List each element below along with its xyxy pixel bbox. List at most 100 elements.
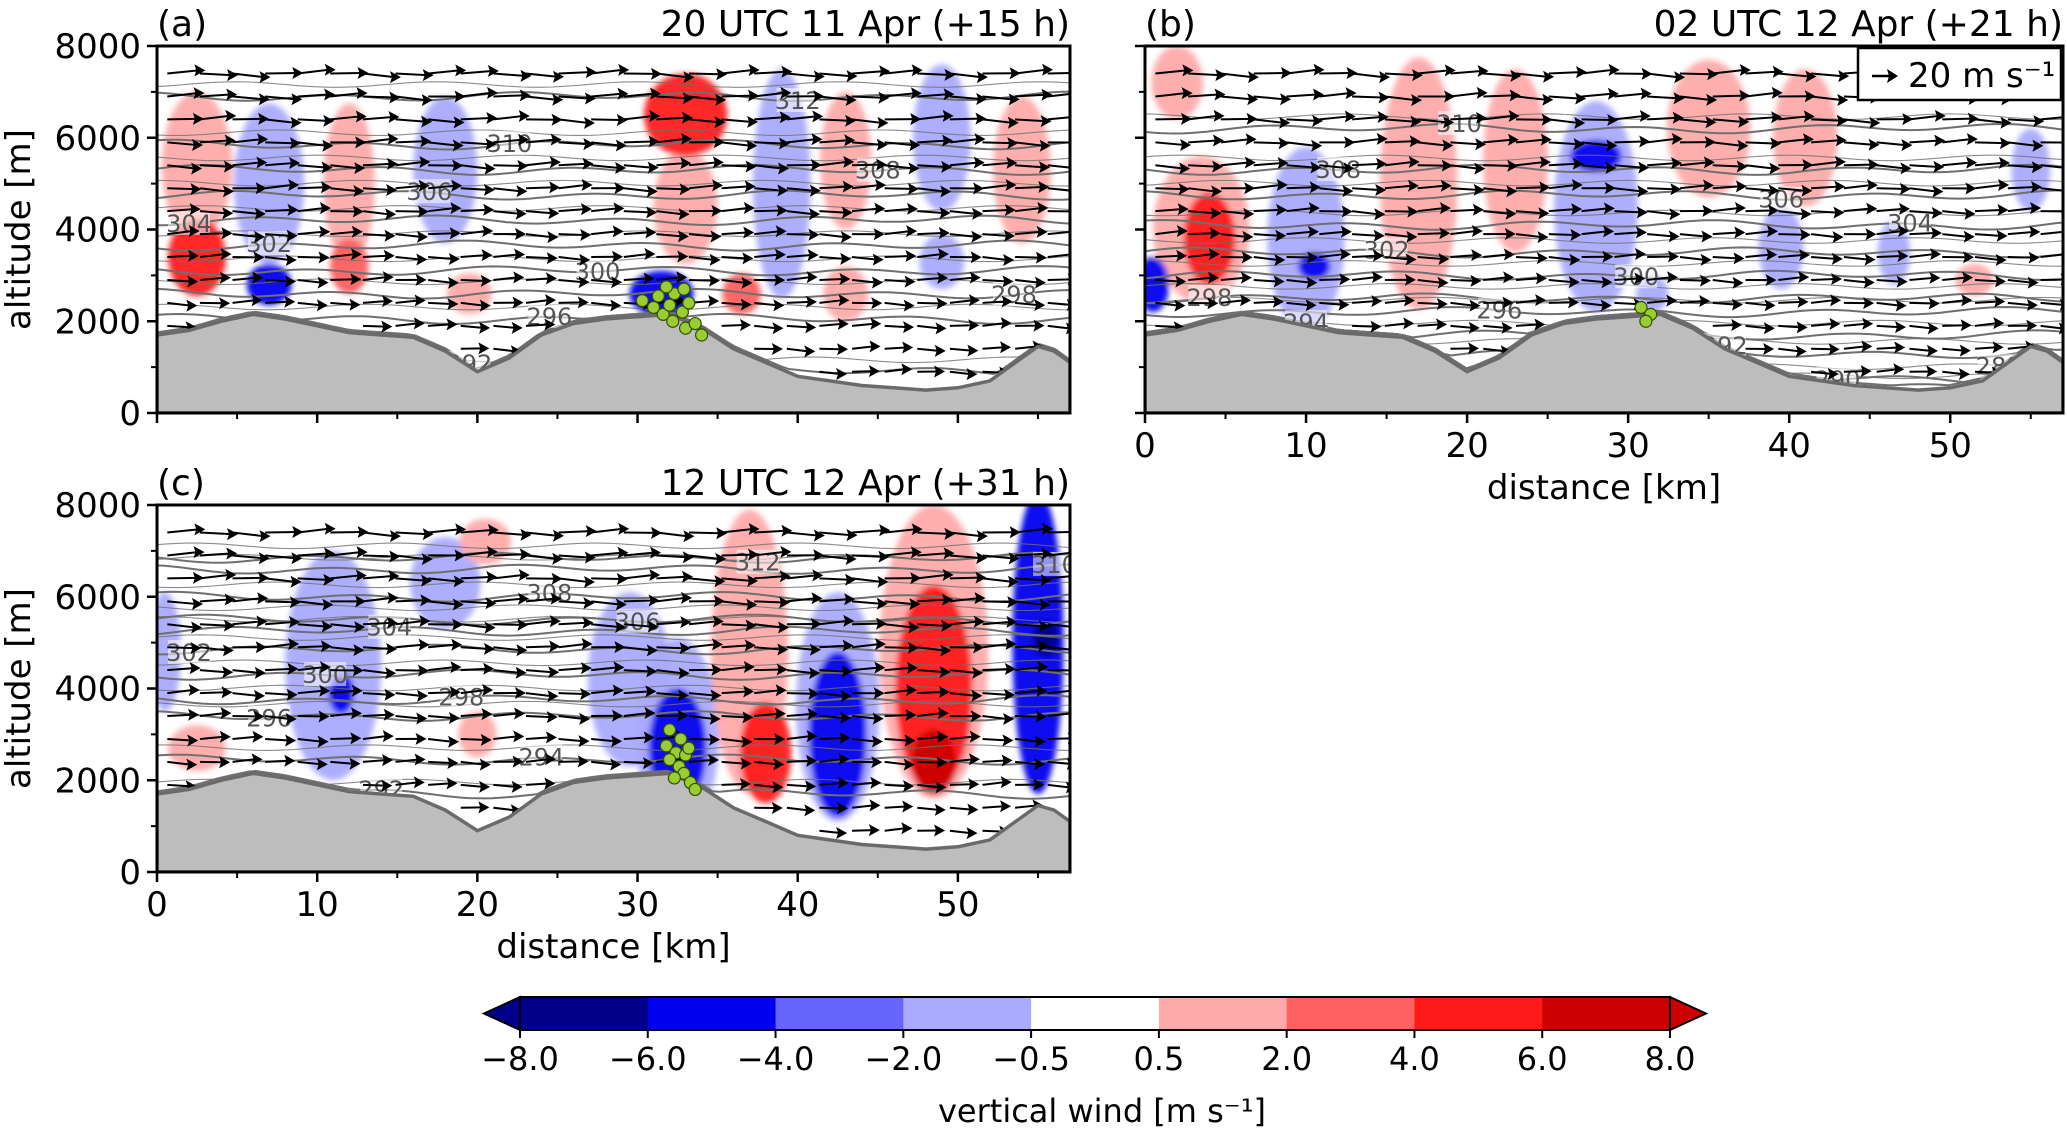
wind-arrow-head xyxy=(1931,207,1943,220)
wind-arrow-head xyxy=(352,664,364,677)
wind-arrow-head xyxy=(1208,271,1220,284)
wind-arrow-head xyxy=(1210,207,1222,220)
wind-arrow-head xyxy=(484,621,496,634)
wind-arrow-head xyxy=(1373,229,1385,242)
wind-arrow-shaft xyxy=(2007,278,2032,284)
wind-arrow-head xyxy=(771,802,783,815)
wind-arrow-head xyxy=(1477,65,1489,78)
wind-arrow-head xyxy=(352,205,364,218)
wind-arrow-shaft xyxy=(819,715,845,719)
legend-arrow-head xyxy=(1887,69,1898,83)
wind-arrow-shaft xyxy=(362,669,390,675)
wind-arrow-head xyxy=(1007,596,1019,609)
wind-arrow-head xyxy=(486,86,498,99)
wind-arrow-shaft xyxy=(1581,164,1610,170)
wind-arrow-head xyxy=(937,248,949,261)
wind-arrow-head xyxy=(681,132,693,145)
wind-arrow-shaft xyxy=(1319,301,1343,306)
wind-arrow-shaft xyxy=(362,621,391,626)
wind-arrow-shaft xyxy=(917,164,946,168)
vertical-wind-field xyxy=(1145,46,2051,331)
wind-arrow-head xyxy=(1207,297,1219,310)
wind-arrow-head xyxy=(714,116,726,129)
wind-arrow-shaft xyxy=(754,600,784,604)
wind-arrow-shaft xyxy=(428,577,458,583)
wind-arrow-head xyxy=(481,708,493,721)
wind-arrow-head xyxy=(583,138,595,151)
wind-arrow-head xyxy=(648,594,660,607)
isentrope-label-bg xyxy=(520,744,563,769)
wind-arrow-head xyxy=(1442,139,1454,152)
wind-arrow-head xyxy=(1927,322,1939,335)
wind-arrow-head xyxy=(1829,317,1841,330)
wind-arrow-shaft xyxy=(395,715,421,720)
wind-arrow-head xyxy=(1739,63,1751,76)
colorbar-tick-label: 8.0 xyxy=(1645,1040,1696,1078)
wind-arrow-head xyxy=(610,758,622,771)
wind-arrow-shaft xyxy=(884,92,915,98)
wind-arrow-shaft xyxy=(1778,187,1806,192)
wind-arrow-head xyxy=(483,642,495,655)
wind-arrow-shaft xyxy=(851,207,879,213)
wind-arrow-head xyxy=(1277,157,1289,170)
wind-arrow-head xyxy=(355,110,367,123)
wind-arrow-head xyxy=(1507,133,1519,146)
wind-arrow-shaft xyxy=(1778,72,1810,78)
wind-arrow-shaft xyxy=(297,645,325,649)
wind-arrow-shaft xyxy=(1352,300,1376,304)
wind-arrow-shaft xyxy=(1548,162,1577,167)
wind-arrow-shaft xyxy=(1614,231,1641,236)
wind-arrow-head xyxy=(289,137,301,150)
wind-arrow-head xyxy=(1177,203,1189,216)
wind-arrow-shaft xyxy=(199,276,224,281)
wind-arrow-head xyxy=(448,712,460,725)
wind-arrow-head xyxy=(480,733,492,746)
wind-arrow-shaft xyxy=(917,573,947,580)
wind-arrow-shaft xyxy=(232,692,259,697)
wind-arrow-shaft xyxy=(265,208,292,213)
wind-arrow-shaft xyxy=(1515,277,1541,281)
wind-arrow-head xyxy=(876,158,888,171)
wind-arrow-head xyxy=(1603,202,1615,215)
wind-arrow-shaft xyxy=(167,600,197,605)
wind-arrow-shaft xyxy=(786,692,813,695)
wind-arrow-head xyxy=(1866,202,1878,215)
wind-arrow-head xyxy=(910,87,922,100)
wind-arrow-shaft xyxy=(1014,600,1044,606)
wind-arrow-head xyxy=(618,522,630,535)
wind-arrow-head xyxy=(322,598,334,611)
colorbar-extend-min xyxy=(481,995,521,1032)
isentrope-label: 306 xyxy=(406,178,452,206)
wind-arrow-shaft xyxy=(688,95,720,101)
wind-arrow-shaft xyxy=(428,184,456,190)
wind-arrow-shaft xyxy=(754,70,786,75)
wind-arrow-head xyxy=(350,248,362,261)
wind-arrow-head xyxy=(942,568,954,581)
wind-arrow-shaft xyxy=(982,577,1013,583)
isentrope-label: 304 xyxy=(366,614,412,642)
wind-arrow-head xyxy=(584,551,596,564)
wind-arrow-shaft xyxy=(982,759,1006,763)
wind-arrow-head xyxy=(350,707,362,720)
wind-arrow-head xyxy=(285,734,297,747)
wind-arrow-head xyxy=(1731,298,1743,311)
wind-arrow-shaft xyxy=(656,531,688,538)
wind-arrow-shaft xyxy=(1581,230,1608,236)
wind-arrow-shaft xyxy=(265,667,292,672)
wind-arrow-shaft xyxy=(851,278,877,284)
wind-arrow-head xyxy=(259,71,271,84)
wind-arrow-head xyxy=(1963,251,1975,264)
wind-arrow-head xyxy=(1000,317,1012,330)
wind-arrow-head xyxy=(486,545,498,558)
isentrope-line xyxy=(1145,260,2063,267)
wind-arrow-shaft xyxy=(1581,301,1605,307)
wind-arrow-shaft xyxy=(949,554,981,560)
wind-arrow-head xyxy=(544,777,556,790)
wind-arrow-head xyxy=(254,207,266,220)
wind-arrow-head xyxy=(1006,156,1018,169)
wind-arrow-head xyxy=(259,530,271,543)
wind-arrow-head xyxy=(645,685,657,698)
wind-arrow-head xyxy=(511,321,523,334)
wind-arrow-shaft xyxy=(1188,114,1218,121)
wind-arrow-shaft xyxy=(525,645,554,649)
